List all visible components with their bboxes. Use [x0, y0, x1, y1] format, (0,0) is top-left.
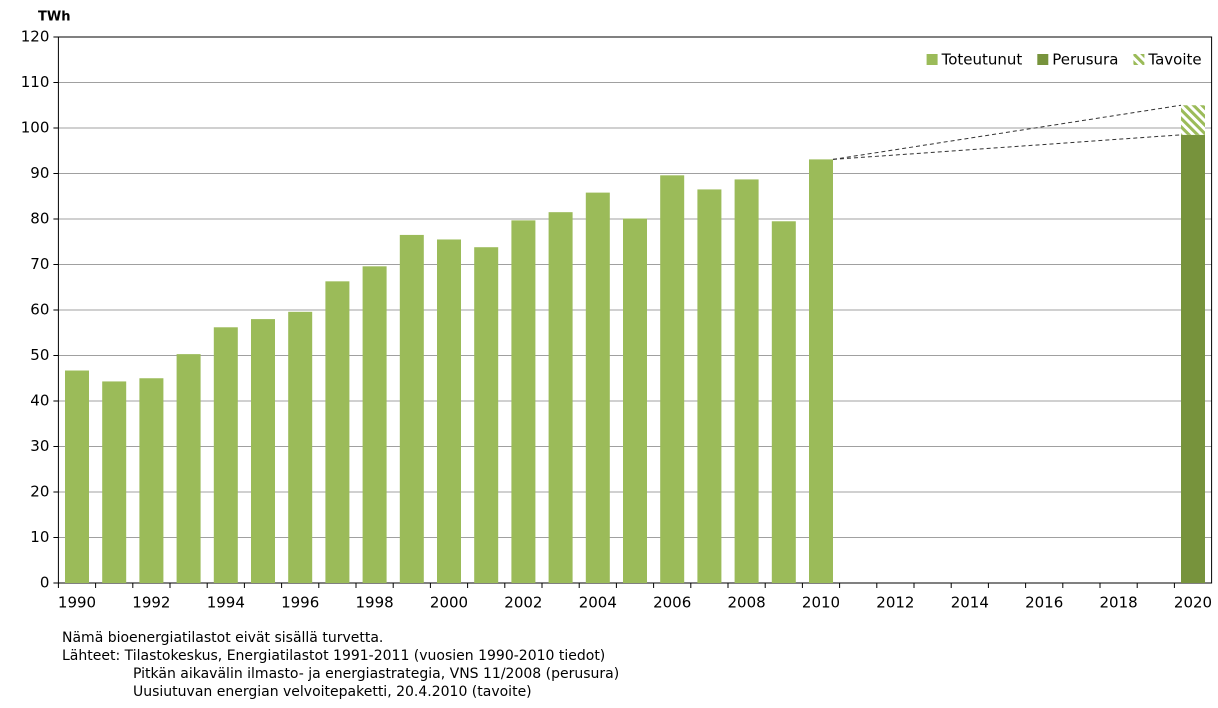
x-tick-label: 2002: [504, 594, 542, 612]
y-tick-label: 100: [21, 119, 50, 137]
bar: [623, 218, 647, 584]
connector: [832, 104, 1182, 160]
y-tick-label: 70: [30, 255, 49, 273]
y-tick-label: 50: [30, 346, 49, 364]
y-tick-label: 30: [30, 437, 49, 455]
bar: [65, 370, 89, 583]
bar: [362, 266, 387, 583]
y-tick-label: 90: [30, 164, 49, 182]
x-tick-label: 2006: [653, 594, 691, 612]
bar: [1181, 105, 1205, 135]
note: Uusiutuvan energian velvoitepaketti, 20.…: [133, 684, 532, 700]
bar: [697, 189, 722, 584]
note: Nämä bioenergiatilastot eivät sisällä tu…: [62, 630, 383, 646]
bar: [585, 192, 610, 584]
legend-swatch: [1133, 54, 1145, 65]
x-tick-label: 2014: [951, 594, 989, 612]
bar: [437, 239, 461, 583]
y-tick-label: 80: [30, 210, 49, 228]
bar: [213, 327, 238, 583]
x-tick-label: 2020: [1174, 594, 1212, 612]
bar: [734, 179, 759, 584]
x-tick-label: 1994: [207, 594, 245, 612]
x-tick-label: 2012: [876, 594, 914, 612]
y-tick-label: 60: [30, 301, 49, 319]
y-tick-label: 10: [30, 528, 49, 546]
legend-swatch: [1037, 54, 1049, 65]
bar: [251, 319, 275, 583]
bar: [660, 175, 685, 583]
bar: [139, 378, 164, 583]
x-tick-label: 2004: [579, 594, 617, 612]
bar: [399, 234, 424, 584]
x-tick-label: 2018: [1100, 594, 1138, 612]
y-tick-label: 0: [40, 574, 50, 592]
legend-label: Perusura: [1052, 51, 1118, 69]
x-tick-label: 2010: [802, 594, 840, 612]
bar: [176, 354, 201, 583]
bar: [548, 212, 573, 584]
y-tick-label: 120: [21, 28, 50, 46]
legend-label: Tavoite: [1147, 51, 1201, 69]
x-tick-label: 2016: [1025, 594, 1063, 612]
bar: [809, 159, 833, 583]
y-tick-label: 20: [30, 483, 49, 501]
legend-swatch: [926, 54, 938, 65]
bar: [325, 281, 350, 583]
x-tick-label: 1992: [132, 594, 170, 612]
x-tick-label: 1996: [281, 594, 319, 612]
note: Lähteet: Tilastokeskus, Energiatilastot …: [62, 648, 605, 664]
bar: [1181, 134, 1205, 583]
y-tick-label: 40: [30, 392, 49, 410]
legend-label: Toteutunut: [941, 51, 1023, 69]
bar: [102, 381, 127, 583]
bar: [288, 311, 313, 583]
x-tick-label: 2000: [430, 594, 468, 612]
bar: [511, 220, 536, 584]
x-tick-label: 1998: [356, 594, 394, 612]
y-tick-label: 110: [21, 73, 50, 91]
x-tick-label: 1990: [58, 594, 96, 612]
y-axis-label: TWh: [38, 10, 70, 25]
connector: [832, 134, 1182, 160]
bar: [474, 247, 499, 583]
note: Pitkän aikavälin ilmasto- ja energiastra…: [133, 666, 619, 682]
bar: [771, 221, 796, 583]
x-tick-label: 2008: [728, 594, 766, 612]
